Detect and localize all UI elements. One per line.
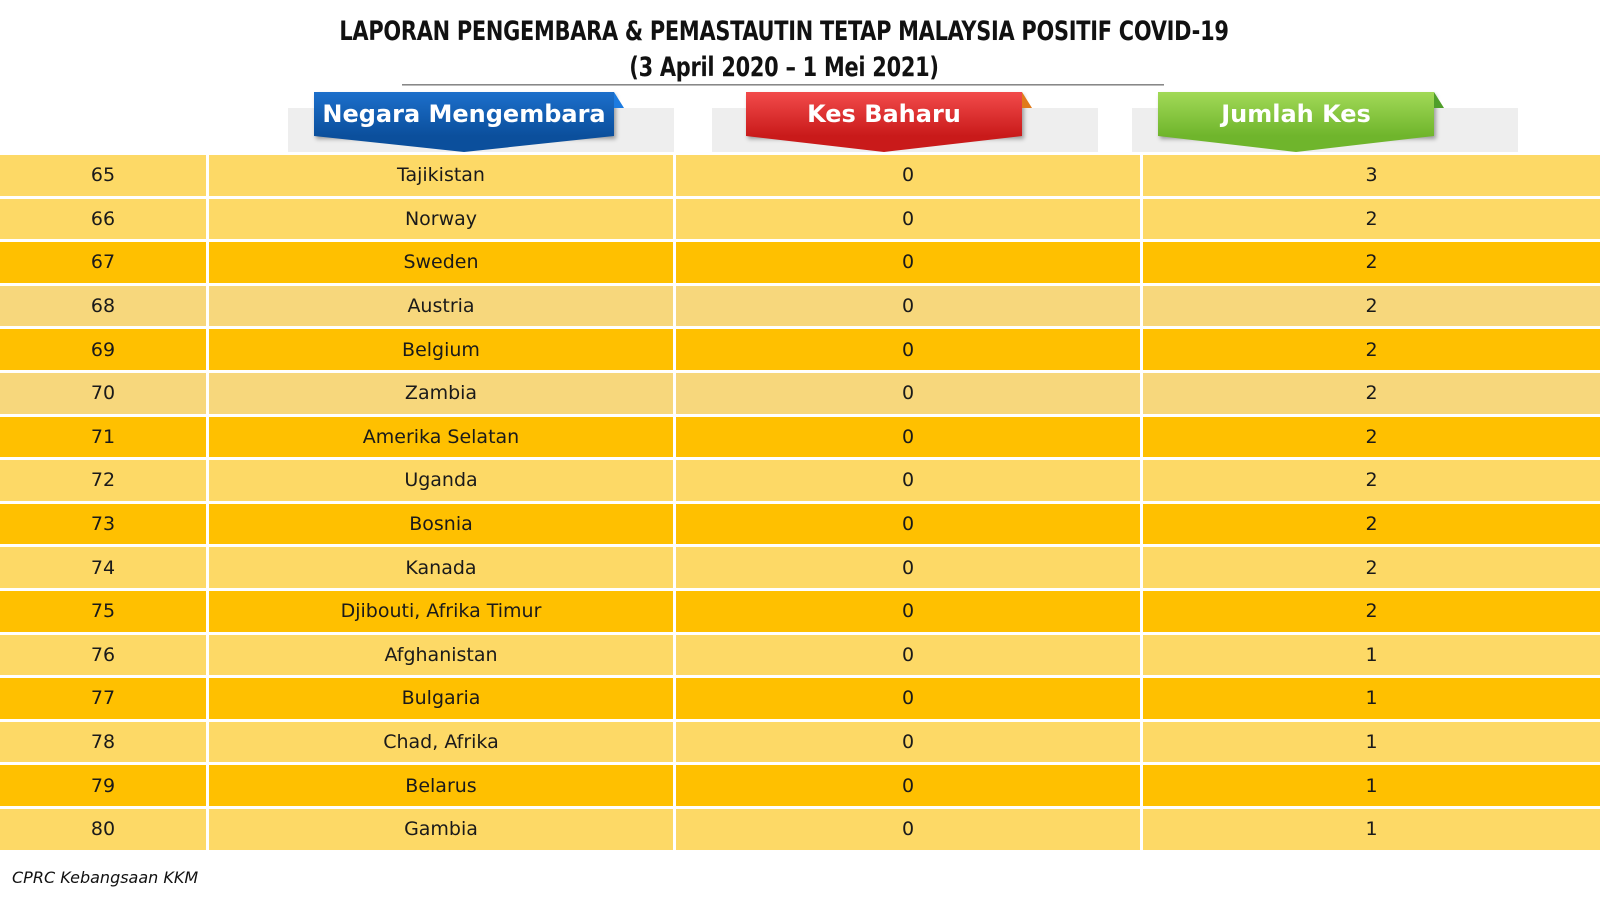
- new-cases-value: 0: [676, 285, 1140, 327]
- total-cases-value: 2: [1143, 416, 1600, 458]
- total-cases-value: 1: [1143, 765, 1600, 806]
- total-cases-value: 2: [1143, 329, 1600, 370]
- total-cases-value: 2: [1143, 503, 1600, 545]
- total-cases-value: 2: [1143, 372, 1600, 414]
- country-name: Belarus: [209, 765, 673, 806]
- country-name: Uganda: [209, 460, 673, 501]
- header-pointer: [314, 136, 614, 152]
- country-name: Afghanistan: [209, 634, 673, 676]
- new-cases-value: 0: [676, 242, 1140, 283]
- new-cases-value: 0: [676, 503, 1140, 545]
- country-name: Sweden: [209, 242, 673, 283]
- row-number: 67: [0, 242, 206, 283]
- header-country: Negara Mengembara: [314, 92, 624, 152]
- country-name: Tajikistan: [209, 155, 673, 196]
- table-row: 70 Zambia 0 2: [0, 372, 1600, 414]
- table-row: 78 Chad, Afrika 0 1: [0, 721, 1600, 763]
- new-cases-value: 0: [676, 765, 1140, 806]
- new-cases-value: 0: [676, 721, 1140, 763]
- country-name: Djibouti, Afrika Timur: [209, 590, 673, 632]
- new-cases-value: 0: [676, 634, 1140, 676]
- row-number: 66: [0, 198, 206, 240]
- header-fold: [1022, 92, 1032, 108]
- table-row: 65 Tajikistan 0 3: [0, 155, 1600, 196]
- row-number: 72: [0, 460, 206, 501]
- country-name: Belgium: [209, 329, 673, 370]
- country-name: Bosnia: [209, 503, 673, 545]
- new-cases-value: 0: [676, 372, 1140, 414]
- row-number: 78: [0, 721, 206, 763]
- header-total-cases: Jumlah Kes: [1158, 92, 1444, 152]
- country-name: Bulgaria: [209, 678, 673, 719]
- total-cases-value: 1: [1143, 678, 1600, 719]
- total-cases-value: 2: [1143, 242, 1600, 283]
- header-pointer: [746, 136, 1022, 152]
- row-number: 76: [0, 634, 206, 676]
- table-row: 80 Gambia 0 1: [0, 808, 1600, 850]
- country-name: Gambia: [209, 808, 673, 850]
- table-row: 68 Austria 0 2: [0, 285, 1600, 327]
- header-total-cases-label: Jumlah Kes: [1221, 100, 1371, 128]
- country-name: Austria: [209, 285, 673, 327]
- new-cases-value: 0: [676, 590, 1140, 632]
- total-cases-value: 3: [1143, 155, 1600, 196]
- new-cases-value: 0: [676, 808, 1140, 850]
- table-row: 79 Belarus 0 1: [0, 765, 1600, 806]
- total-cases-value: 2: [1143, 590, 1600, 632]
- source-footer: CPRC Kebangsaan KKM: [12, 868, 199, 887]
- row-number: 80: [0, 808, 206, 850]
- row-number: 77: [0, 678, 206, 719]
- new-cases-value: 0: [676, 329, 1140, 370]
- table-row: 67 Sweden 0 2: [0, 242, 1600, 283]
- row-number: 68: [0, 285, 206, 327]
- row-number: 74: [0, 547, 206, 588]
- row-number: 69: [0, 329, 206, 370]
- total-cases-value: 2: [1143, 460, 1600, 501]
- table-row: 75 Djibouti, Afrika Timur 0 2: [0, 590, 1600, 632]
- total-cases-value: 2: [1143, 285, 1600, 327]
- total-cases-value: 2: [1143, 198, 1600, 240]
- table-row: 69 Belgium 0 2: [0, 329, 1600, 370]
- row-number: 75: [0, 590, 206, 632]
- country-name: Chad, Afrika: [209, 721, 673, 763]
- row-number: 70: [0, 372, 206, 414]
- new-cases-value: 0: [676, 678, 1140, 719]
- header-country-label: Negara Mengembara: [322, 100, 606, 128]
- country-name: Amerika Selatan: [209, 416, 673, 458]
- header-new-cases: Kes Baharu: [746, 92, 1032, 152]
- row-number: 65: [0, 155, 206, 196]
- table-row: 74 Kanada 0 2: [0, 547, 1600, 588]
- report-date-range: (3 April 2020 – 1 Mei 2021): [629, 52, 939, 83]
- table-row: 73 Bosnia 0 2: [0, 503, 1600, 545]
- header-fold: [1434, 92, 1444, 108]
- row-number: 73: [0, 503, 206, 545]
- report-title: LAPORAN PENGEMBARA & PEMASTAUTIN TETAP M…: [339, 16, 1229, 47]
- title-divider: [402, 84, 1164, 86]
- total-cases-value: 1: [1143, 808, 1600, 850]
- table-row: 66 Norway 0 2: [0, 198, 1600, 240]
- table-row: 72 Uganda 0 2: [0, 460, 1600, 501]
- new-cases-value: 0: [676, 460, 1140, 501]
- country-name: Zambia: [209, 372, 673, 414]
- total-cases-value: 1: [1143, 634, 1600, 676]
- country-name: Norway: [209, 198, 673, 240]
- new-cases-value: 0: [676, 547, 1140, 588]
- row-number: 71: [0, 416, 206, 458]
- table-row: 76 Afghanistan 0 1: [0, 634, 1600, 676]
- table-row: 77 Bulgaria 0 1: [0, 678, 1600, 719]
- table-row: 71 Amerika Selatan 0 2: [0, 416, 1600, 458]
- total-cases-value: 1: [1143, 721, 1600, 763]
- header-pointer: [1158, 136, 1434, 152]
- header-new-cases-label: Kes Baharu: [807, 100, 961, 128]
- row-number: 79: [0, 765, 206, 806]
- total-cases-value: 2: [1143, 547, 1600, 588]
- new-cases-value: 0: [676, 416, 1140, 458]
- cases-table: 65 Tajikistan 0 3 66 Norway 0 2 67 Sweden 0 2 68 Aust…: [0, 155, 1600, 853]
- new-cases-value: 0: [676, 198, 1140, 240]
- country-name: Kanada: [209, 547, 673, 588]
- new-cases-value: 0: [676, 155, 1140, 196]
- header-fold: [614, 92, 624, 108]
